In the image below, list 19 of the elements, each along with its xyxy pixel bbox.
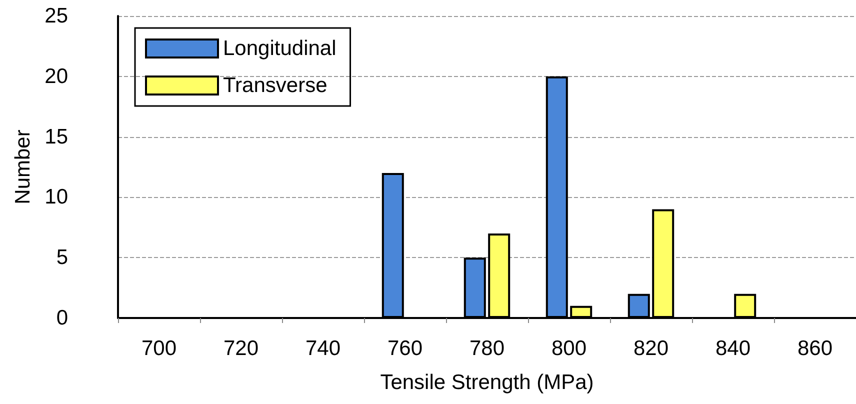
y-tick-label: 0 <box>56 306 68 330</box>
y-tick-label: 5 <box>56 246 68 270</box>
y-tick-label: 25 <box>44 4 68 28</box>
y-axis-title: Number <box>12 130 35 204</box>
y-tick-label: 10 <box>44 186 68 209</box>
x-tick-label: 760 <box>387 337 423 360</box>
y-tick-label: 15 <box>44 125 68 148</box>
x-tick-label: 860 <box>797 337 833 360</box>
x-tick-label: 800 <box>551 337 587 360</box>
x-tick-label: 720 <box>223 337 259 360</box>
x-axis-title: Tensile Strength (MPa) <box>380 371 594 394</box>
x-tick-label: 700 <box>141 337 177 360</box>
x-tick-label: 780 <box>469 337 505 360</box>
x-tick-label: 840 <box>715 337 751 360</box>
legend-label: Transverse <box>223 74 328 97</box>
legend-label: Longitudinal <box>223 37 336 60</box>
x-tick-label: 740 <box>305 337 341 360</box>
x-tick-label: 820 <box>633 337 669 360</box>
y-tick-label: 20 <box>44 64 68 88</box>
